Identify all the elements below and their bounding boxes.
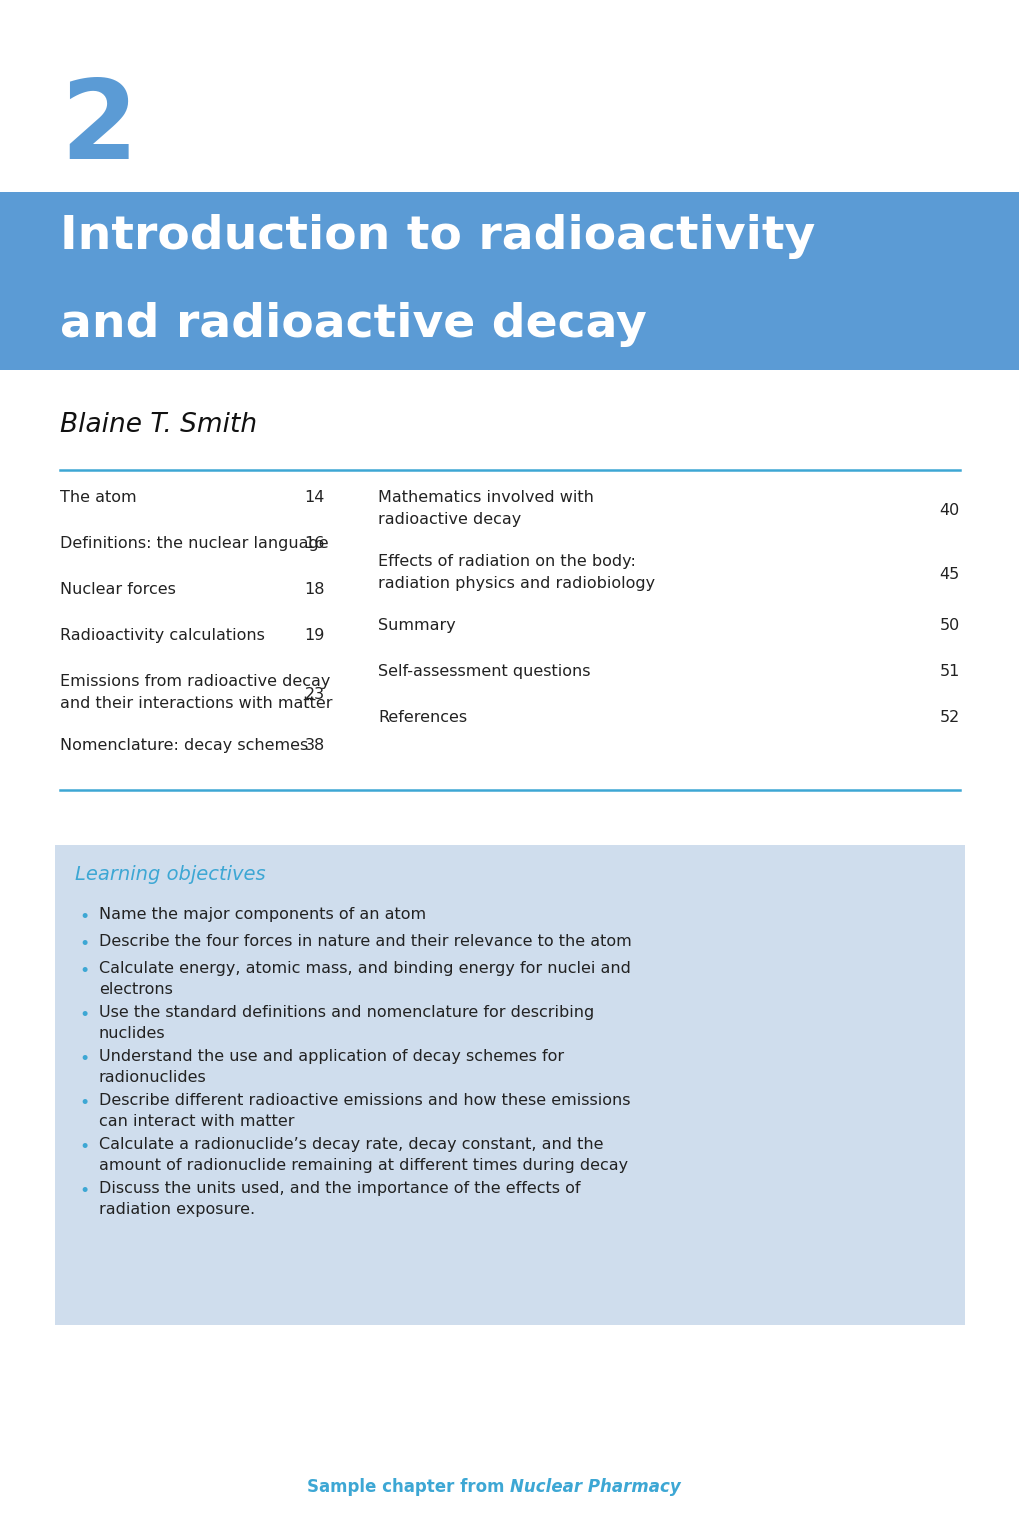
Text: Radioactivity calculations: Radioactivity calculations [60, 628, 265, 644]
Text: 51: 51 [938, 664, 959, 679]
Text: Summary: Summary [378, 618, 455, 633]
Text: 52: 52 [938, 709, 959, 725]
Text: Discuss the units used, and the importance of the effects of
radiation exposure.: Discuss the units used, and the importan… [99, 1180, 580, 1217]
Text: Mathematics involved with
radioactive decay: Mathematics involved with radioactive de… [378, 489, 593, 526]
Text: Name the major components of an atom: Name the major components of an atom [99, 907, 426, 922]
Text: 19: 19 [305, 628, 325, 644]
Text: •: • [78, 1050, 90, 1067]
Bar [55, 846, 964, 1326]
Text: Definitions: the nuclear language: Definitions: the nuclear language [60, 537, 328, 550]
Text: Nuclear forces: Nuclear forces [60, 583, 175, 596]
Text: 45: 45 [938, 567, 959, 583]
Text: •: • [78, 1138, 90, 1156]
Text: 14: 14 [305, 489, 325, 505]
Text: •: • [78, 936, 90, 953]
Text: Blaine T. Smith: Blaine T. Smith [60, 411, 257, 437]
Text: 23: 23 [305, 687, 325, 702]
Text: 38: 38 [305, 739, 325, 752]
Text: 2: 2 [60, 75, 138, 182]
Text: •: • [78, 908, 90, 927]
Text: Self-assessment questions: Self-assessment questions [378, 664, 590, 679]
Text: •: • [78, 962, 90, 980]
Text: Introduction to radioactivity: Introduction to radioactivity [60, 214, 814, 258]
Text: Effects of radiation on the body:
radiation physics and radiobiology: Effects of radiation on the body: radiat… [378, 553, 654, 590]
Bar [0, 193, 1019, 370]
Text: Use the standard definitions and nomenclature for describing
nuclides: Use the standard definitions and nomencl… [99, 1005, 594, 1041]
Text: Nuclear Pharmacy: Nuclear Pharmacy [510, 1479, 680, 1495]
Text: •: • [78, 1182, 90, 1200]
Text: Sample chapter from: Sample chapter from [307, 1479, 510, 1495]
Text: Describe different radioactive emissions and how these emissions
can interact wi: Describe different radioactive emissions… [99, 1093, 630, 1128]
Text: Understand the use and application of decay schemes for
radionuclides: Understand the use and application of de… [99, 1049, 564, 1086]
Text: 50: 50 [938, 618, 959, 633]
Text: •: • [78, 1006, 90, 1024]
Text: 40: 40 [938, 503, 959, 518]
Text: 16: 16 [305, 537, 325, 550]
Text: The atom: The atom [60, 489, 137, 505]
Text: Calculate energy, atomic mass, and binding energy for nuclei and
electrons: Calculate energy, atomic mass, and bindi… [99, 962, 631, 997]
Text: 18: 18 [305, 583, 325, 596]
Text: References: References [378, 709, 467, 725]
Text: Emissions from radioactive decay
and their interactions with matter: Emissions from radioactive decay and the… [60, 674, 332, 711]
Text: Learning objectives: Learning objectives [75, 865, 265, 884]
Text: Describe the four forces in nature and their relevance to the atom: Describe the four forces in nature and t… [99, 934, 631, 950]
Text: and radioactive decay: and radioactive decay [60, 303, 646, 347]
Text: •: • [78, 1095, 90, 1112]
Text: Nomenclature: decay schemes: Nomenclature: decay schemes [60, 739, 308, 752]
Text: Calculate a radionuclide’s decay rate, decay constant, and the
amount of radionu: Calculate a radionuclide’s decay rate, d… [99, 1138, 628, 1173]
